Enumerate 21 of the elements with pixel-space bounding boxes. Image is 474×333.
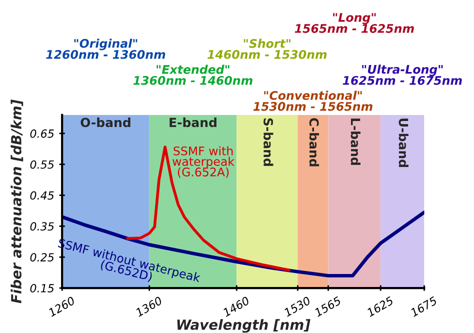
y-tick-label: 0.25	[30, 253, 54, 262]
text: "Short" 1460nm - 1530nm	[208, 38, 327, 59]
y-axis-title: Fiber attenuation [dB/km]	[10, 99, 24, 304]
text: "Extended" 1360nm - 1460nm	[133, 64, 252, 85]
y-tick-label: 0.35	[30, 222, 54, 231]
text: "Long" 1565nm - 1625nm	[294, 13, 414, 33]
text: "Conventional" 1530nm - 1565nm	[253, 90, 372, 111]
text: "Ultra-Long" 1625nm - 1675nm	[342, 64, 462, 85]
band-label: C-band	[309, 118, 320, 166]
band-label: L-band	[350, 118, 360, 165]
y-tick-label: 0.55	[30, 160, 54, 169]
band-label: E-band	[170, 117, 216, 128]
y-tick-label: 0.45	[30, 191, 54, 200]
band-label: U-band	[398, 118, 408, 167]
text: "Original" 1260nm - 1360nm	[46, 38, 166, 59]
y-tick-label: 0.65	[30, 129, 54, 138]
series-label: SSMF with waterpeak (G.652A)	[172, 146, 234, 178]
y-tick-label: 0.15	[30, 284, 54, 292]
x-axis-title: Wavelength [nm]	[177, 319, 310, 333]
band-label: S-band	[264, 118, 274, 166]
band-label: O-band	[80, 117, 130, 128]
